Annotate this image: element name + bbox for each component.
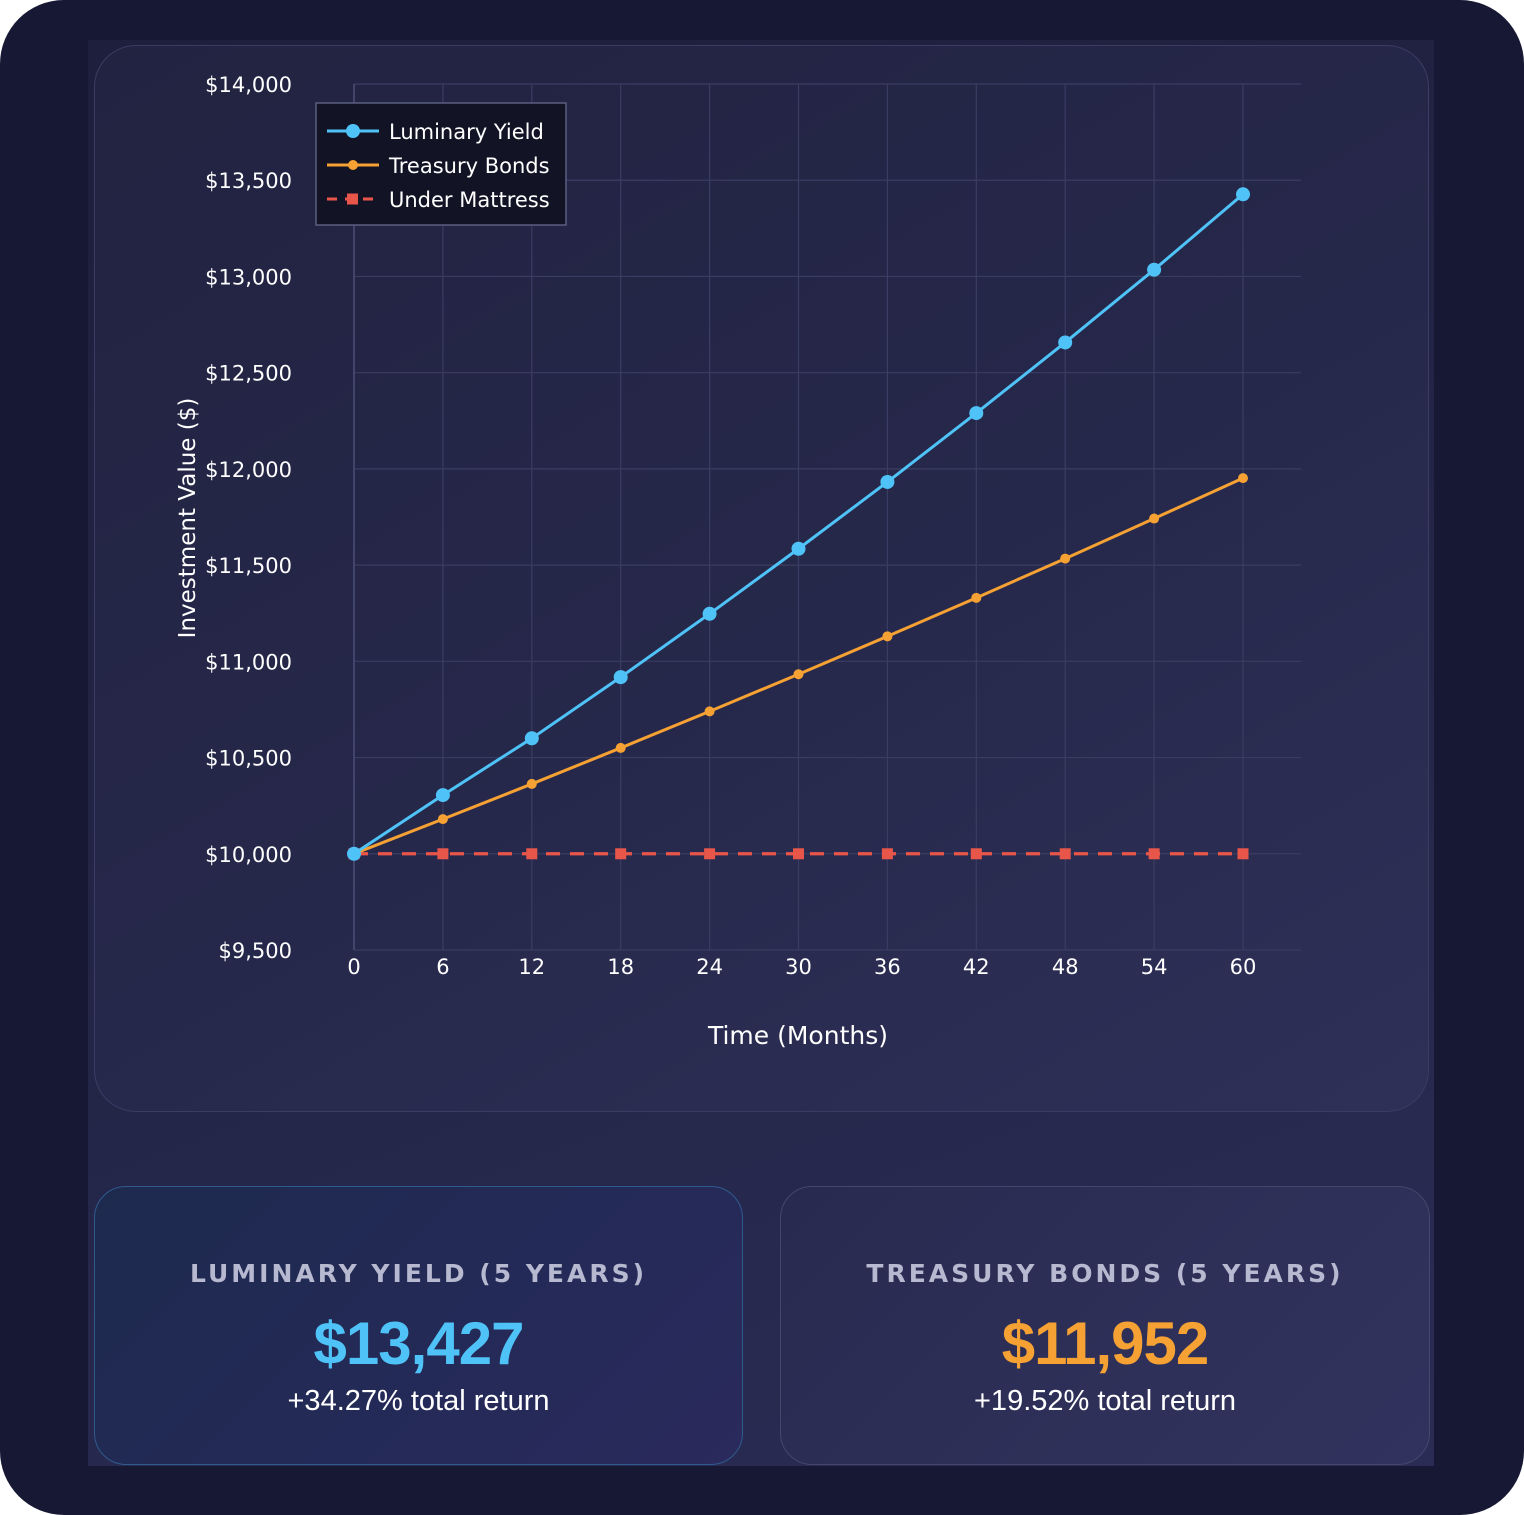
under-mattress-point[interactable] <box>881 848 893 860</box>
y-tick-label: $12,500 <box>205 362 292 386</box>
chart-card: $9,500 $10,000 $10,500 $11,000 $11,500 $12,00… <box>94 45 1429 1112</box>
y-tick-label: $14,000 <box>205 73 292 97</box>
y-tick-label: $11,500 <box>205 554 292 578</box>
stat-label: TREASURY BONDS (5 YEARS) <box>866 1259 1344 1288</box>
x-tick-label: 60 <box>1230 955 1257 979</box>
luminary-yield-point[interactable] <box>1058 335 1073 350</box>
luminary-yield-point[interactable] <box>347 846 361 861</box>
y-tick-label: $10,000 <box>205 843 292 867</box>
legend-item-luminary-yield[interactable]: Luminary Yield <box>327 120 544 144</box>
legend-label: Luminary Yield <box>389 120 544 144</box>
luminary-yield-point[interactable] <box>880 474 895 489</box>
stat-label: LUMINARY YIELD (5 YEARS) <box>189 1259 648 1288</box>
treasury-bonds-stat-card: TREASURY BONDS (5 YEARS) $11,952 +19.52%… <box>780 1186 1430 1465</box>
luminary-yield-point[interactable] <box>1147 262 1162 277</box>
x-tick-label: 24 <box>696 955 723 979</box>
legend-swatch-marker <box>348 160 358 170</box>
legend-swatch-marker <box>347 193 358 205</box>
luminary-yield-point[interactable] <box>524 731 539 746</box>
luminary-yield-point[interactable] <box>969 406 984 421</box>
luminary-yield-stat-card: LUMINARY YIELD (5 YEARS) $13,427 +34.27%… <box>94 1186 743 1465</box>
under-mattress-point[interactable] <box>793 848 804 860</box>
x-tick-label: 30 <box>785 955 812 979</box>
treasury-bonds-point[interactable] <box>971 592 982 603</box>
under-mattress-point[interactable] <box>615 848 627 860</box>
y-tick-label: $13,000 <box>205 265 292 289</box>
y-axis-title: Investment Value ($) <box>175 398 201 639</box>
y-tick-label: $13,500 <box>205 169 292 193</box>
stat-value: $13,427 <box>313 1310 525 1377</box>
legend-item-under-mattress[interactable]: Under Mattress <box>327 188 550 212</box>
treasury-bonds-point[interactable] <box>704 706 715 717</box>
legend-label: Under Mattress <box>389 188 550 212</box>
investment-growth-chart: $9,500 $10,000 $10,500 $11,000 $11,500 $12,00… <box>175 73 1301 1050</box>
treasury-bonds-point[interactable] <box>1238 473 1248 484</box>
under-mattress-point[interactable] <box>1148 848 1160 860</box>
y-tick-label: $10,500 <box>205 747 292 771</box>
legend-item-treasury-bonds[interactable]: Treasury Bonds <box>327 154 550 178</box>
x-tick-label: 6 <box>436 955 449 979</box>
treasury-bonds-point[interactable] <box>615 742 626 753</box>
luminary-yield-point[interactable] <box>791 541 806 556</box>
y-tick-label: $12,000 <box>205 458 292 482</box>
treasury-bonds-point[interactable] <box>1149 513 1160 524</box>
series-lines <box>347 187 1250 861</box>
treasury-bonds-point[interactable] <box>526 778 537 789</box>
legend-label: Treasury Bonds <box>388 154 550 178</box>
under-mattress-point[interactable] <box>437 848 449 860</box>
luminary-yield-point[interactable] <box>435 788 450 803</box>
y-tick-label: $9,500 <box>219 939 292 963</box>
under-mattress-point[interactable] <box>1237 848 1249 860</box>
treasury-bonds-point[interactable] <box>882 631 893 642</box>
legend[interactable]: Luminary Yield Treasury Bonds Under Mattre… <box>315 102 567 226</box>
stat-value: $11,952 <box>1001 1310 1210 1377</box>
axes: $9,500 $10,000 $10,500 $11,000 $11,500 $12,00… <box>205 73 1256 979</box>
under-mattress-point[interactable] <box>970 848 982 860</box>
luminary-yield-point[interactable] <box>702 606 717 621</box>
treasury-bonds-point[interactable] <box>793 669 804 680</box>
under-mattress-point[interactable] <box>526 848 538 860</box>
x-tick-label: 54 <box>1141 955 1168 979</box>
luminary-yield-point[interactable] <box>613 670 628 685</box>
under-mattress-point[interactable] <box>1059 848 1071 860</box>
x-tick-label: 18 <box>607 955 634 979</box>
stat-return: +19.52% total return <box>974 1385 1236 1417</box>
treasury-bonds-point[interactable] <box>437 814 448 825</box>
x-tick-label: 0 <box>347 955 360 979</box>
stat-return: +34.27% total return <box>287 1385 550 1417</box>
legend-swatch-marker <box>346 124 360 138</box>
x-tick-label: 48 <box>1052 955 1079 979</box>
x-tick-label: 42 <box>963 955 990 979</box>
luminary-yield-point[interactable] <box>1236 187 1250 202</box>
y-tick-label: $11,000 <box>205 650 292 674</box>
under-mattress-point[interactable] <box>704 848 716 860</box>
treasury-bonds-point[interactable] <box>1060 553 1071 564</box>
x-tick-label: 12 <box>518 955 545 979</box>
x-tick-label: 36 <box>874 955 901 979</box>
x-axis-title: Time (Months) <box>707 1021 888 1050</box>
